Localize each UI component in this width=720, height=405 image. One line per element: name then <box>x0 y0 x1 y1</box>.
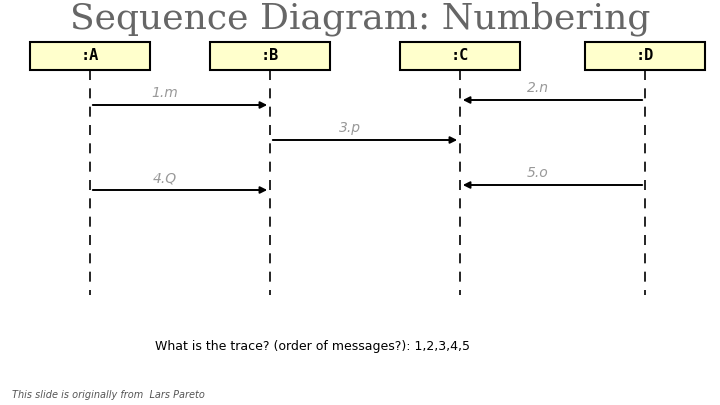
Text: :A: :A <box>81 49 99 64</box>
Bar <box>400 42 520 70</box>
Bar <box>30 42 150 70</box>
Text: This slide is originally from  Lars Pareto: This slide is originally from Lars Paret… <box>12 390 205 400</box>
Text: 2.n: 2.n <box>526 81 549 95</box>
Text: What is the trace? (order of messages?): 1,2,3,4,5: What is the trace? (order of messages?):… <box>155 340 470 353</box>
Text: 3.p: 3.p <box>339 121 361 135</box>
Text: 1.m: 1.m <box>152 86 179 100</box>
Text: :C: :C <box>451 49 469 64</box>
Text: 4.Q: 4.Q <box>153 171 177 185</box>
Text: :D: :D <box>636 49 654 64</box>
Text: 5.o: 5.o <box>526 166 549 180</box>
Bar <box>585 42 705 70</box>
Bar <box>210 42 330 70</box>
Text: Sequence Diagram: Numbering: Sequence Diagram: Numbering <box>70 2 650 36</box>
Text: :B: :B <box>261 49 279 64</box>
